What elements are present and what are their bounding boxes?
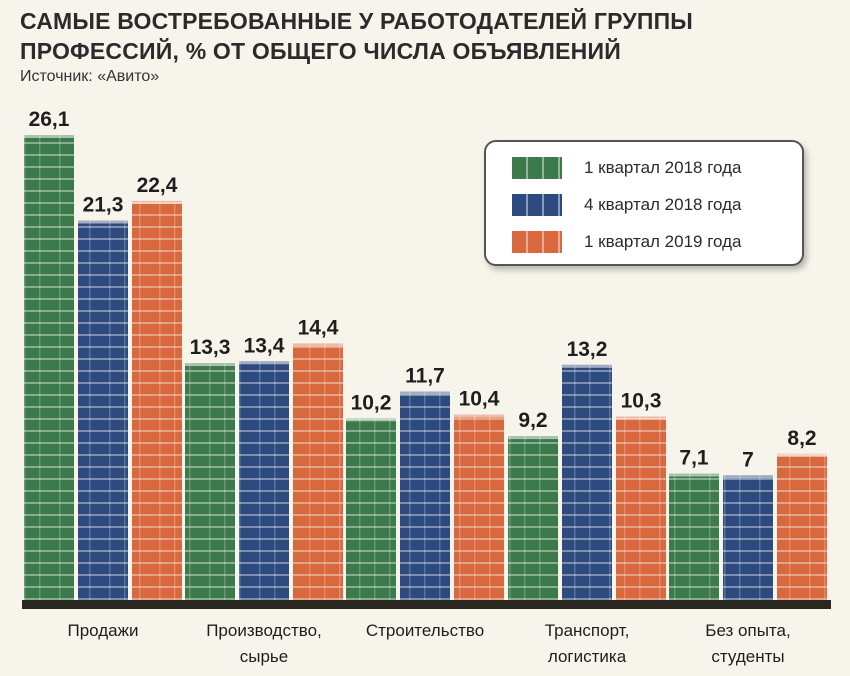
bar-stripes bbox=[508, 436, 558, 600]
bar-cap bbox=[454, 414, 504, 418]
data-label: 26,1 bbox=[29, 108, 70, 131]
bar-cap bbox=[723, 475, 773, 479]
legend-item-q1-2018: 1 квартал 2018 года bbox=[512, 156, 742, 180]
legend-item-q1-2019: 1 квартал 2019 года bbox=[512, 230, 742, 254]
legend-label: 4 квартал 2018 года bbox=[584, 195, 742, 214]
data-label: 14,4 bbox=[298, 316, 339, 339]
group-baseline bbox=[344, 600, 508, 609]
group-baseline bbox=[22, 600, 186, 609]
bar-stripes bbox=[616, 416, 666, 600]
bar-stripes bbox=[777, 453, 827, 600]
data-label: 10,2 bbox=[351, 391, 392, 414]
bar-cap bbox=[78, 220, 128, 224]
category-label: Без опыта, bbox=[705, 621, 790, 640]
bar-stripes bbox=[562, 364, 612, 600]
category-label: Продажи bbox=[68, 621, 139, 640]
bar-stripes bbox=[723, 475, 773, 600]
data-label: 7 bbox=[742, 448, 754, 471]
bar-cap bbox=[400, 391, 450, 395]
category-label: студенты bbox=[711, 647, 784, 666]
legend-swatch-green bbox=[512, 157, 562, 179]
bar-cap bbox=[132, 200, 182, 204]
data-label: 21,3 bbox=[83, 194, 124, 217]
bar-stripes bbox=[293, 343, 343, 600]
category-label: сырье bbox=[240, 647, 289, 666]
legend-swatch-orange bbox=[512, 231, 562, 253]
data-label: 11,7 bbox=[405, 365, 445, 388]
bar-stripes bbox=[24, 135, 74, 600]
bar-stripes bbox=[346, 418, 396, 600]
data-label: 9,2 bbox=[518, 409, 547, 432]
bar-cap bbox=[669, 473, 719, 477]
chart-title: САМЫЕ ВОСТРЕБОВАННЫЕ У РАБОТОДАТЕЛЕЙ ГРУ… bbox=[20, 8, 694, 64]
chart-source: Источник: «Авито» bbox=[20, 68, 160, 85]
group-baseline bbox=[183, 600, 347, 609]
bar-cap bbox=[346, 418, 396, 422]
group-baseline bbox=[506, 600, 670, 609]
bar-stripes bbox=[669, 473, 719, 600]
legend-item-q4-2018: 4 квартал 2018 года bbox=[512, 193, 742, 217]
legend: 1 квартал 2018 года 4 квартал 2018 года … bbox=[484, 140, 804, 266]
bar-stripes bbox=[185, 363, 235, 600]
data-label: 13,4 bbox=[244, 334, 285, 357]
data-label: 7,1 bbox=[679, 447, 709, 470]
bar-stripes bbox=[239, 361, 289, 600]
category-label: Транспорт, bbox=[545, 621, 630, 640]
bar-cap bbox=[293, 343, 343, 347]
category-label: Строительство bbox=[366, 621, 484, 640]
bar-stripes bbox=[400, 391, 450, 600]
bar-stripes bbox=[78, 220, 128, 600]
legend-label: 1 квартал 2019 года bbox=[584, 232, 742, 251]
bar-cap bbox=[616, 416, 666, 420]
data-label: 8,2 bbox=[787, 427, 816, 450]
data-label: 13,2 bbox=[567, 338, 608, 361]
bar-cap bbox=[24, 135, 74, 138]
bar-cap bbox=[562, 364, 612, 368]
data-label: 10,4 bbox=[459, 388, 500, 411]
category-label: логистика bbox=[548, 647, 627, 666]
legend-label: 1 квартал 2018 года bbox=[584, 158, 742, 177]
category-label: Производство, bbox=[206, 621, 322, 640]
group-baseline bbox=[667, 600, 831, 609]
bar-cap bbox=[185, 363, 235, 367]
data-label: 13,3 bbox=[190, 336, 231, 359]
legend-swatch-blue bbox=[512, 194, 562, 216]
bar-stripes bbox=[454, 414, 504, 600]
bar-cap bbox=[777, 453, 827, 457]
bar-cap bbox=[239, 361, 289, 365]
data-label: 22,4 bbox=[137, 174, 178, 197]
bar-cap bbox=[508, 436, 558, 440]
data-label: 10,3 bbox=[621, 389, 662, 412]
bar-stripes bbox=[132, 200, 182, 600]
